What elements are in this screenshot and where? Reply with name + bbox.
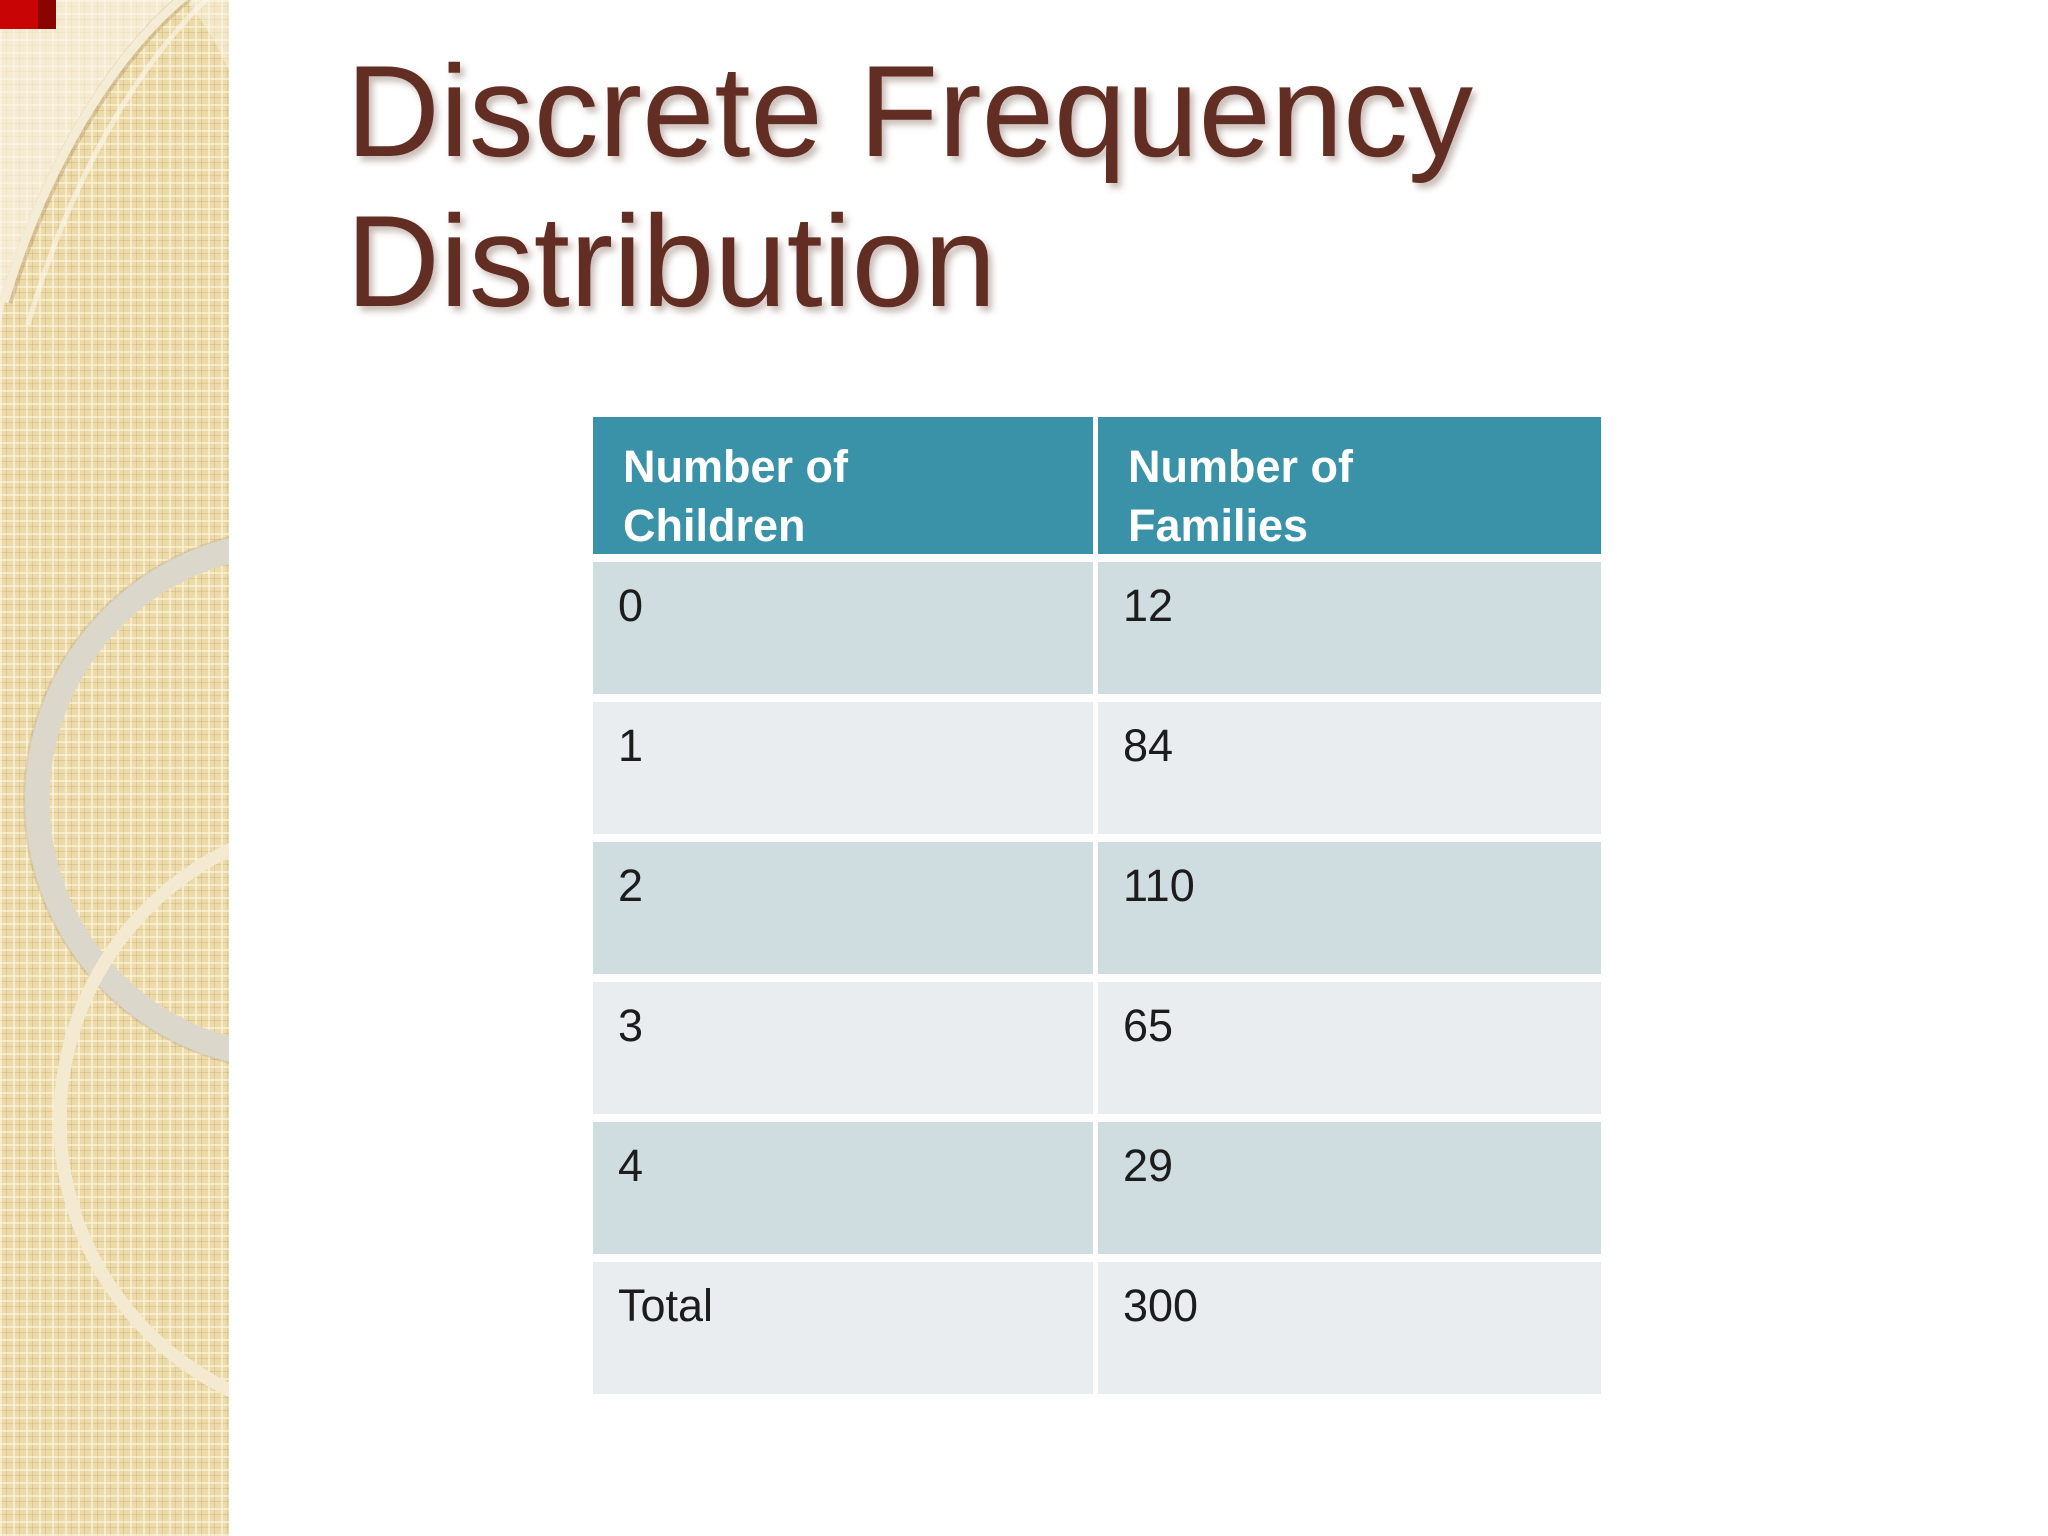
table-cell-families-row2: 110 xyxy=(1098,842,1601,974)
table-cell-families-row0: 12 xyxy=(1098,562,1601,694)
sidebar-rings-graphic xyxy=(0,0,229,1397)
gray-ring-edge xyxy=(23,536,229,1064)
table-cell-families-row1: 84 xyxy=(1098,702,1601,834)
page-title: Discrete Frequency Distribution xyxy=(346,36,1696,336)
table-cell-total-value: 300 xyxy=(1098,1262,1601,1394)
table-cell-children-row3: 3 xyxy=(593,982,1093,1114)
red-corner-mark xyxy=(0,0,56,29)
header-cell-children: Number of Children xyxy=(593,417,1093,554)
gray-ring xyxy=(24,537,229,1063)
cream-ring-top xyxy=(0,0,188,304)
table-cell-families-row3: 65 xyxy=(1098,982,1601,1114)
table-cell-children-row1: 1 xyxy=(593,702,1093,834)
title-line-2: Distribution xyxy=(346,188,997,334)
light-corner-shape xyxy=(185,0,229,70)
table-cell-families-row4: 29 xyxy=(1098,1122,1601,1254)
cream-ring-top-inner xyxy=(25,0,210,326)
table-cell-total-label: Total xyxy=(593,1262,1093,1394)
light-wedge-shape xyxy=(0,0,185,330)
cream-ring-bottom xyxy=(53,843,229,1397)
header-cell-families: Number of Families xyxy=(1098,417,1601,554)
table-cell-children-row0: 0 xyxy=(593,562,1093,694)
sidebar-decoration xyxy=(0,0,229,1536)
title-line-1: Discrete Frequency xyxy=(346,38,1474,184)
table-cell-children-row4: 4 xyxy=(593,1122,1093,1254)
table-cell-children-row2: 2 xyxy=(593,842,1093,974)
frequency-table: Number of Children Number of Families 0 … xyxy=(593,417,1601,1394)
